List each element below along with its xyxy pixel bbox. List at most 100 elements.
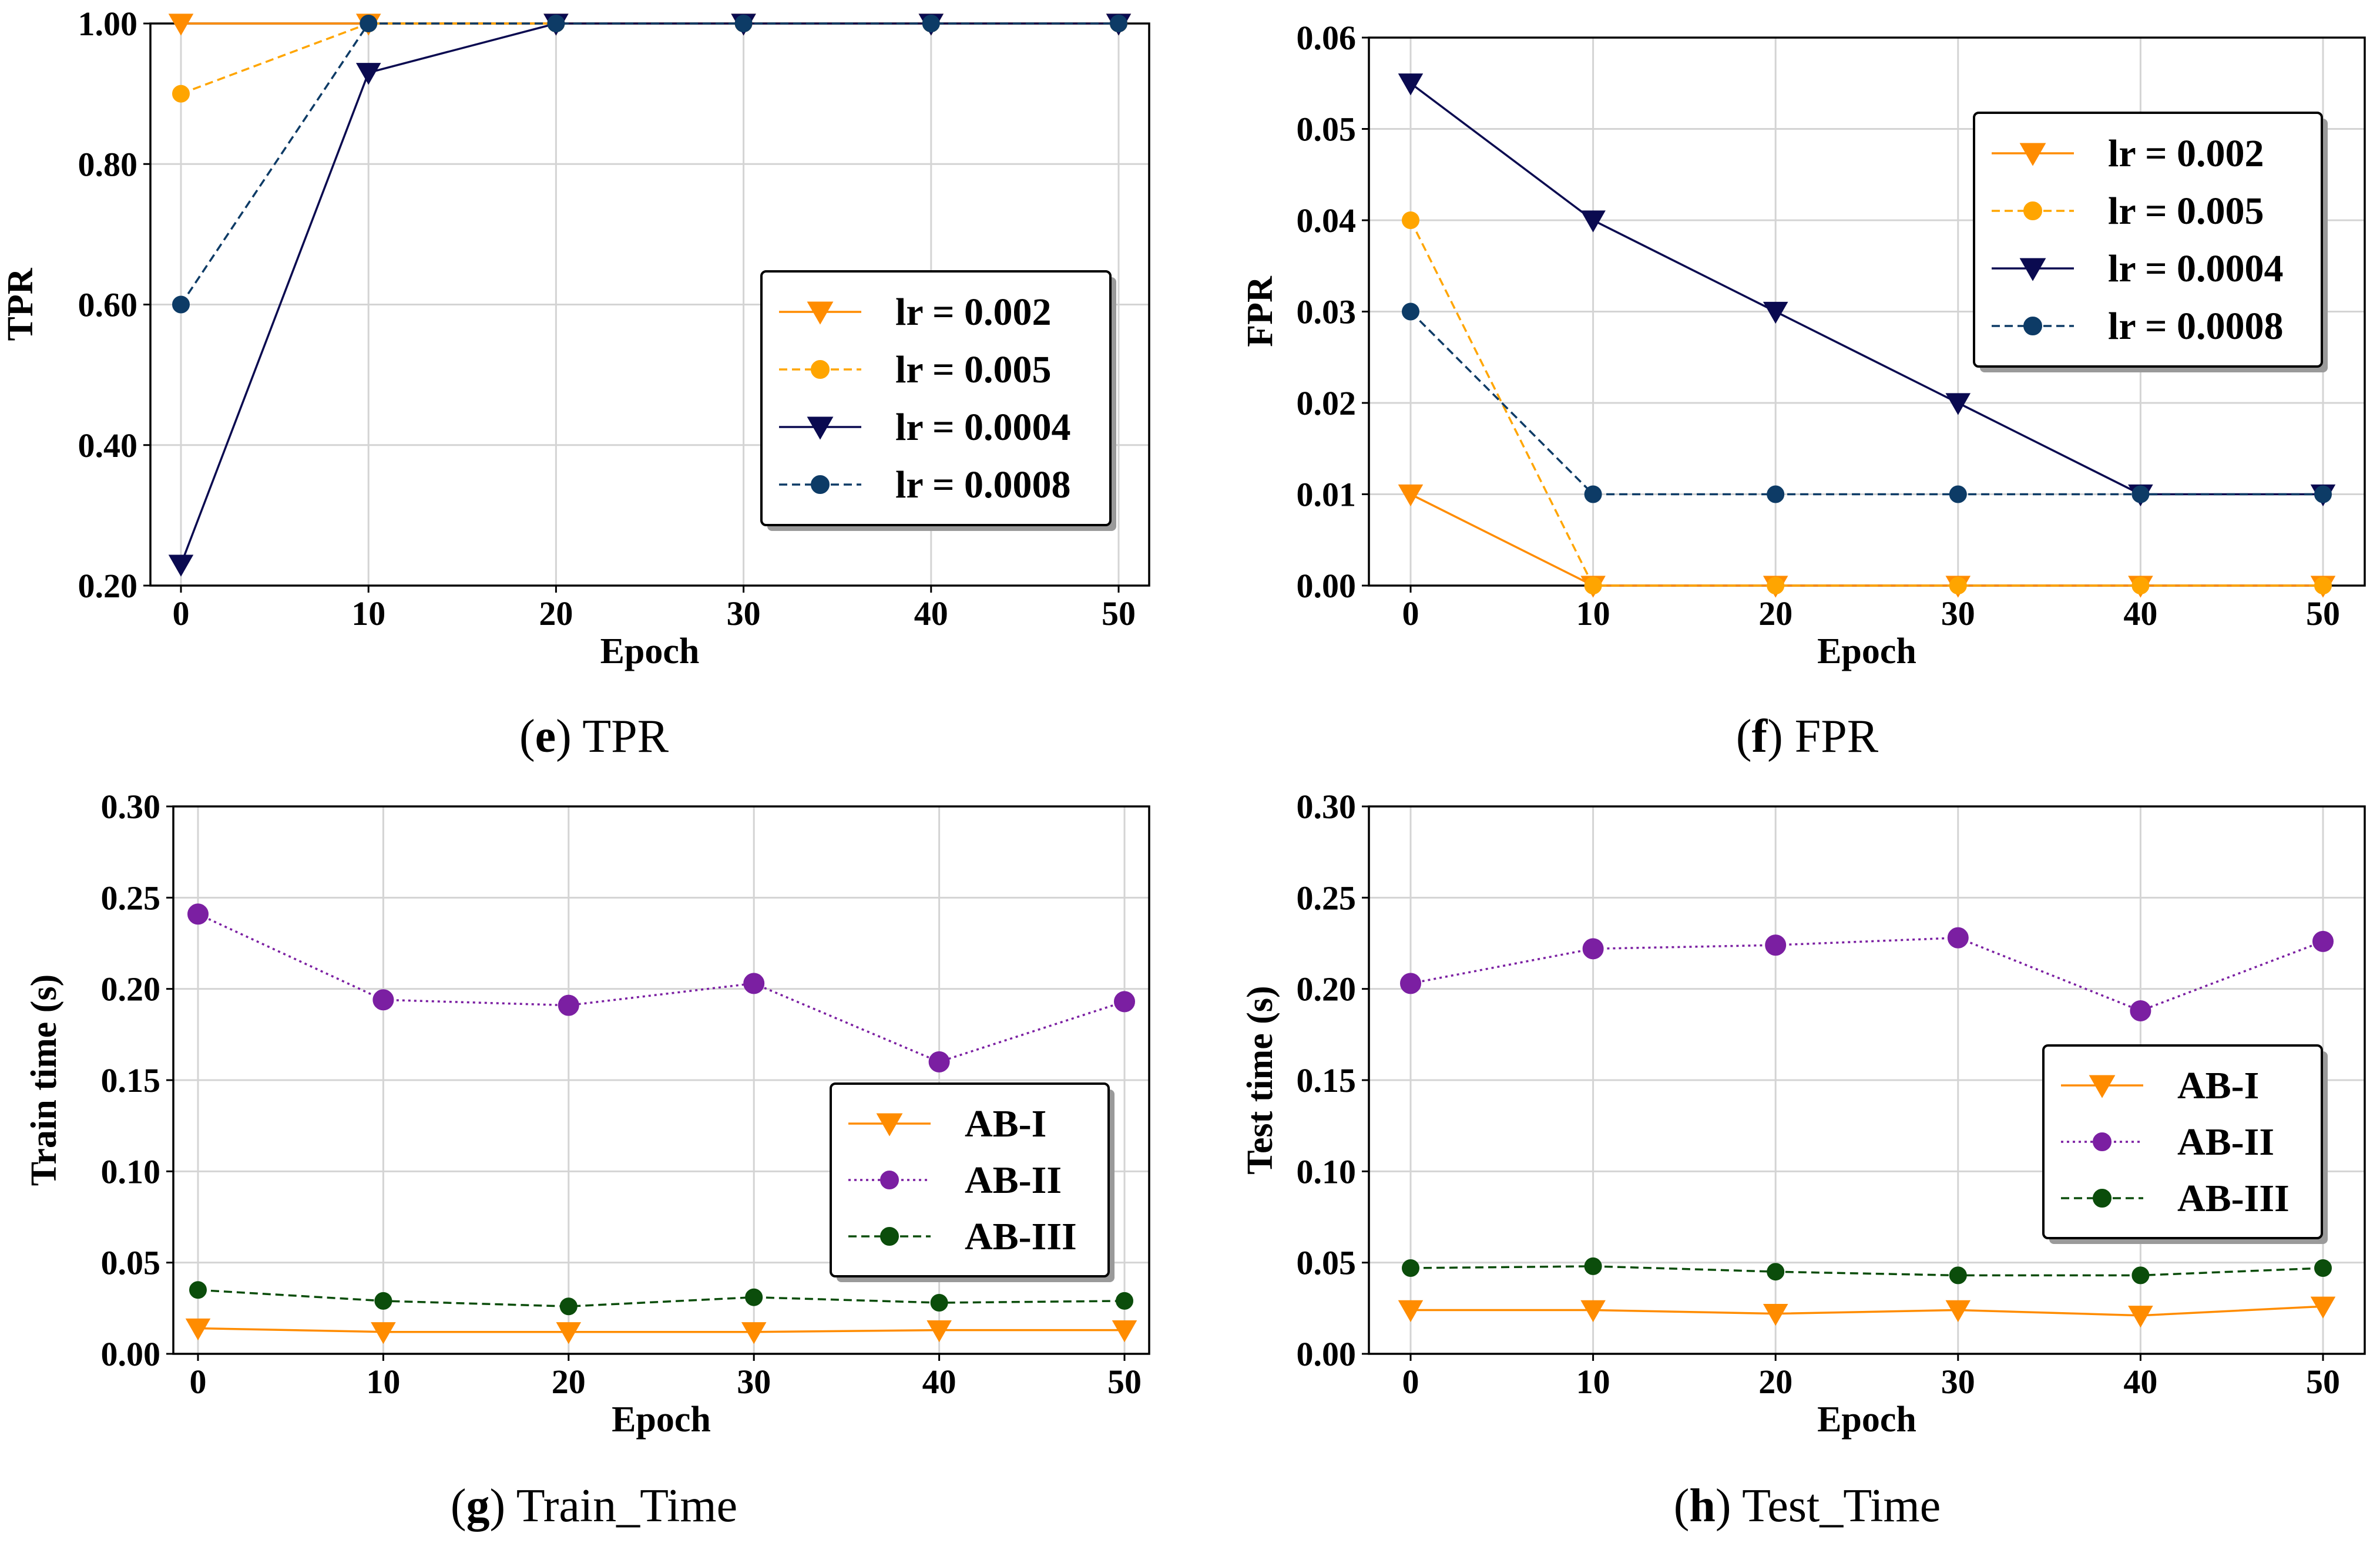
x-tick-label: 10 [366,1363,400,1401]
y-tick-label: 0.30 [101,788,161,826]
y-tick-label: 0.20 [101,970,161,1008]
series-lr-0-005 [1402,211,2332,594]
series-line [180,22,1119,305]
x-tick-label: 50 [1102,594,1136,633]
data-point [558,994,579,1016]
data-point [1584,485,1602,503]
legend-box [2042,1044,2323,1239]
x-tick-label: 0 [1402,594,1419,633]
data-point [2130,1000,2151,1021]
panel-caption: (f) FPR [1736,711,1879,762]
series-line [1410,493,2323,587]
y-tick-label: 0.05 [1297,1244,1357,1282]
chart-panel-e: 0 10 20 30 40 50 0.20 0.40 0.60 0.80 1.00 Epoch TPR l… [1,5,1150,762]
data-point [2314,1259,2332,1277]
x-tick-label: 50 [1107,1363,1142,1401]
x-tick-label: 10 [1576,1363,1610,1401]
y-tick-label: 1.00 [78,5,138,43]
data-point [559,1297,578,1316]
data-point [1767,485,1785,503]
series-ab-iii [1402,1257,2332,1285]
legend-marker [811,475,830,494]
x-tick-label: 30 [737,1363,771,1401]
data-point [556,1322,582,1344]
legend-label: lr = 0.005 [895,348,1052,391]
x-axis-label: Epoch [612,1400,711,1440]
x-tick-label: 20 [1758,594,1792,633]
legend-marker [2019,258,2046,281]
series-ab-i [1398,1296,2336,1328]
chart-panel-f: 0 10 20 30 40 50 0.00 0.01 0.02 0.03 0.04 0.05 0.06 E… [1240,19,2366,762]
x-tick-label: 40 [2123,1363,2157,1401]
y-tick-label: 0.15 [101,1061,161,1100]
data-point [189,1281,207,1299]
y-tick-label: 0.30 [1297,788,1357,826]
data-point [2312,930,2334,952]
x-tick-label: 50 [2306,594,2340,633]
data-point [743,973,765,994]
data-point [2314,485,2332,503]
caption-title: ) FPR [1767,711,1879,762]
data-point [2310,1296,2336,1319]
legend-label: AB-III [965,1215,1077,1258]
caption-paren: ( [1736,711,1752,762]
legend-label: AB-I [2177,1064,2259,1107]
y-tick-label: 0.00 [1297,1335,1357,1373]
legend-marker [880,1227,899,1246]
series-lr-0-0008 [172,15,1127,314]
x-axis-label: Epoch [600,631,700,671]
caption-title: ) Test_Time [1716,1480,1941,1532]
y-axis-label: TPR [1,267,41,341]
y-tick-label: 0.00 [101,1335,161,1373]
panel-caption: (h) Test_Time [1674,1480,1941,1532]
data-point [547,15,565,32]
data-point [1767,1263,1785,1281]
caption-paren: ( [451,1480,466,1532]
legend-label: lr = 0.0004 [2108,247,2284,290]
data-point [734,15,753,32]
data-point [1112,1320,1137,1343]
panel-caption: (g) Train_Time [451,1480,737,1532]
legend-label: AB-III [2177,1177,2290,1220]
x-tick-label: 10 [1576,594,1610,633]
x-tick-label: 20 [1758,1363,1792,1401]
legend-marker [2093,1189,2112,1208]
caption-paren: ( [1674,1480,1690,1532]
data-point [927,1320,952,1343]
legend-marker [811,360,830,379]
data-point [1398,484,1424,507]
x-tick-label: 0 [173,594,190,633]
data-point [741,1322,767,1344]
data-point [1763,301,1788,324]
series-line [197,1289,1125,1307]
data-point [355,63,381,85]
legend: lr = 0.002 lr = 0.005 lr = 0.0004 lr = 0.00… [760,270,1116,531]
data-point [1765,934,1787,956]
x-tick-label: 30 [727,594,761,633]
data-point [185,1318,211,1341]
series-line [197,1327,1124,1333]
y-tick-label: 0.20 [1297,970,1357,1008]
legend-label: lr = 0.002 [2108,132,2264,175]
data-point [1402,211,1419,229]
caption-panel-label: e [535,711,556,762]
data-point [1763,1304,1788,1326]
y-tick-label: 0.60 [78,286,138,324]
y-tick-label: 0.10 [101,1152,161,1191]
chart-panel-g: 0 10 20 30 40 50 0.00 0.05 0.10 0.15 0.20 0.25 0.30 E… [24,788,1150,1532]
series-ab-iii [189,1281,1133,1316]
panel-caption: (e) TPR [519,711,669,762]
caption-panel-label: f [1752,711,1768,762]
caption-title: ) TPR [556,711,669,762]
legend-label: AB-II [965,1159,1062,1202]
series-ab-ii [187,903,1135,1072]
data-point [1580,1300,1606,1323]
data-point [172,85,190,103]
data-point [2131,1266,2150,1285]
data-point [172,295,190,314]
data-point [1767,577,1785,594]
x-tick-label: 0 [190,1363,207,1401]
data-point [1582,938,1604,960]
y-tick-label: 0.02 [1297,384,1357,422]
